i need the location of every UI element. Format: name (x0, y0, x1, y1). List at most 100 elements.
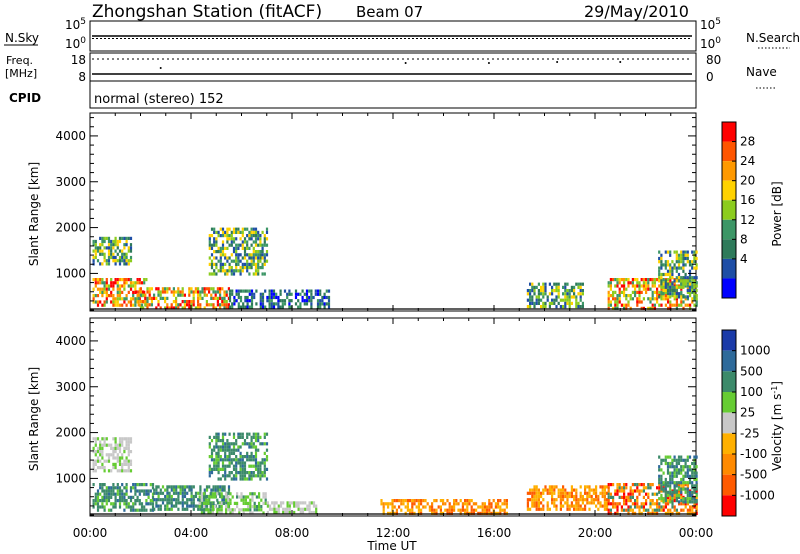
data-cell (607, 303, 610, 307)
data-cell (99, 453, 102, 457)
data-cell (682, 474, 685, 478)
data-cell (144, 300, 147, 304)
data-cell (237, 435, 240, 439)
data-cell (241, 432, 244, 436)
data-cell (664, 458, 667, 462)
data-cell (686, 465, 689, 469)
data-cell (250, 471, 253, 475)
data-cell (250, 477, 253, 481)
data-cell (135, 290, 138, 294)
data-cell (164, 488, 167, 492)
data-cell (660, 499, 663, 503)
data-cell (207, 508, 210, 512)
data-cell (669, 465, 672, 469)
data-cell (308, 501, 311, 505)
data-cell (101, 243, 104, 247)
data-cell (235, 230, 238, 234)
data-cell (143, 483, 146, 487)
freq-label: Freq. (6, 54, 33, 67)
data-cell (575, 305, 578, 309)
data-cell (125, 440, 128, 444)
data-cell (316, 289, 320, 293)
data-cell (212, 501, 215, 505)
data-cell (653, 303, 656, 307)
data-cell (544, 292, 547, 296)
data-cell (251, 505, 254, 509)
data-cell (203, 495, 206, 499)
data-cell (666, 465, 670, 469)
data-cell (575, 491, 578, 495)
data-cell (248, 234, 251, 238)
data-cell (121, 443, 124, 447)
data-cell (237, 262, 240, 266)
data-cell (114, 492, 117, 496)
data-cell (224, 464, 227, 468)
data-cell (662, 297, 665, 301)
data-cell (548, 301, 551, 305)
data-cell (680, 455, 683, 459)
data-cell (210, 471, 214, 475)
data-cell (442, 502, 445, 506)
data-cell (235, 467, 238, 471)
data-cell (118, 499, 122, 503)
data-cell (103, 300, 106, 304)
data-cell (223, 485, 226, 489)
data-cell (166, 290, 169, 294)
data-cell (559, 494, 562, 499)
data-cell (221, 439, 225, 443)
data-cell (210, 243, 214, 247)
data-cell (263, 262, 266, 266)
data-cell (107, 495, 111, 499)
data-cell (607, 489, 610, 493)
data-cell (413, 499, 416, 503)
time-tick-label-4: 16:00 (477, 526, 512, 540)
data-cell (92, 249, 95, 253)
data-cell (411, 502, 414, 506)
data-cell (671, 276, 674, 280)
data-cell (226, 458, 229, 462)
data-cell (629, 297, 632, 301)
data-cell (140, 281, 144, 285)
data-cell (143, 278, 146, 282)
data-cell (651, 281, 654, 285)
data-cell (243, 253, 247, 257)
data-cell (110, 252, 113, 256)
data-cell (127, 236, 130, 240)
data-cell (662, 483, 665, 487)
data-cell (680, 458, 683, 462)
data-cell (540, 292, 543, 296)
data-cell (263, 240, 266, 244)
data-cell (677, 481, 681, 485)
data-cell (246, 246, 249, 250)
data-cell (228, 295, 232, 300)
data-cell (660, 295, 663, 299)
data-cell (112, 303, 115, 307)
data-cell (123, 300, 126, 304)
data-cell (188, 498, 191, 502)
data-cell (118, 459, 122, 463)
data-cell (243, 227, 247, 231)
data-cell (263, 237, 266, 241)
data-cell (177, 498, 180, 502)
time-tick-label-5: 20:00 (578, 526, 613, 540)
data-cell (110, 489, 113, 493)
data-cell (246, 477, 249, 481)
data-cell (121, 499, 124, 503)
data-cell (695, 288, 698, 293)
data-cell (257, 474, 260, 478)
data-cell (503, 502, 506, 506)
data-cell (566, 501, 569, 505)
data-cell (275, 510, 278, 515)
data-cell (181, 306, 184, 310)
data-cell (677, 263, 681, 267)
data-cell (239, 477, 242, 481)
data-cell (492, 499, 495, 503)
data-cell (224, 253, 227, 257)
data-cell (631, 495, 634, 499)
data-cell (99, 492, 102, 496)
data-cell (249, 498, 252, 502)
data-cell (250, 464, 253, 468)
data-cell (186, 303, 189, 307)
data-cell (526, 498, 529, 502)
